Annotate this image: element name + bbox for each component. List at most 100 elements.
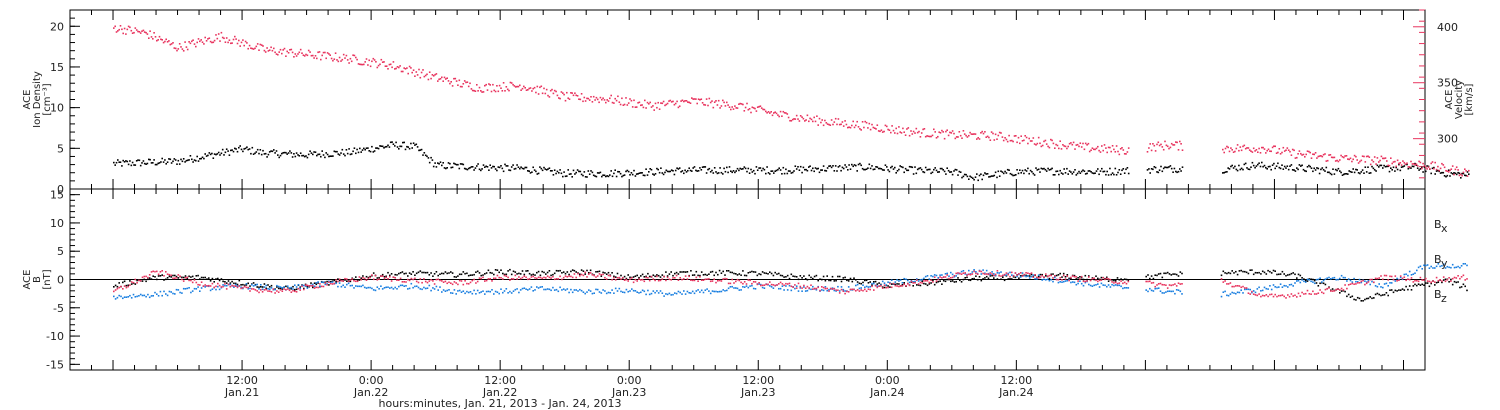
b-bx-point bbox=[1052, 273, 1054, 275]
velocity-point bbox=[242, 39, 244, 41]
b-by-point bbox=[1059, 281, 1061, 283]
density-point bbox=[385, 145, 388, 148]
velocity-point bbox=[403, 67, 405, 69]
density-point bbox=[514, 167, 517, 170]
b-by-point bbox=[191, 290, 194, 292]
velocity-point bbox=[1282, 146, 1285, 149]
b-by-point bbox=[982, 269, 984, 271]
velocity-point bbox=[791, 118, 794, 121]
velocity-point bbox=[1451, 165, 1454, 167]
b-bx-point bbox=[190, 276, 192, 278]
b-by-point bbox=[505, 288, 508, 290]
b-bx-point bbox=[1147, 274, 1149, 276]
density-point bbox=[661, 172, 664, 174]
b-bz-point bbox=[813, 287, 816, 290]
b-bx-point bbox=[729, 271, 732, 274]
b-by-point bbox=[319, 285, 321, 287]
b-bz-point bbox=[1267, 295, 1269, 298]
velocity-point bbox=[968, 134, 970, 137]
b-bz-point bbox=[184, 277, 187, 279]
density-point bbox=[1093, 172, 1095, 175]
velocity-point bbox=[1324, 153, 1326, 155]
b-by-point bbox=[996, 272, 999, 274]
b-bz-point bbox=[525, 276, 527, 279]
density-point bbox=[532, 166, 534, 169]
velocity-point bbox=[411, 71, 413, 74]
b-bz-point bbox=[650, 275, 653, 278]
b-bz-point bbox=[1163, 284, 1165, 286]
density-point bbox=[689, 169, 692, 172]
b-by-point bbox=[1441, 265, 1443, 267]
b-bx-point bbox=[260, 286, 262, 288]
velocity-point bbox=[281, 52, 283, 55]
velocity-point bbox=[623, 103, 626, 106]
b-bz-point bbox=[914, 282, 916, 284]
b-bz-point bbox=[458, 279, 461, 282]
density-point bbox=[966, 175, 969, 178]
density-point bbox=[1418, 169, 1420, 171]
b-bx-point bbox=[641, 273, 644, 276]
density-point bbox=[1426, 165, 1428, 167]
velocity-point bbox=[127, 25, 130, 28]
b-by-point bbox=[1152, 290, 1155, 292]
density-point bbox=[681, 170, 684, 172]
density-point bbox=[1383, 164, 1385, 167]
density-point bbox=[1422, 171, 1424, 173]
density-point bbox=[829, 165, 832, 167]
density-point bbox=[562, 175, 564, 178]
density-point bbox=[665, 169, 668, 172]
velocity-point bbox=[769, 112, 771, 114]
velocity-point bbox=[1293, 149, 1295, 152]
b-bz-point bbox=[562, 276, 565, 279]
b-bx-point bbox=[614, 276, 617, 278]
b-by-point bbox=[1016, 275, 1018, 278]
b-bx-point bbox=[1256, 272, 1259, 274]
b-bx-point bbox=[1319, 282, 1321, 285]
b-bx-point bbox=[941, 283, 943, 285]
b-by-point bbox=[396, 288, 398, 290]
b-by-point bbox=[1416, 269, 1418, 272]
density-point bbox=[1067, 173, 1069, 175]
b-bx-point bbox=[1061, 276, 1063, 278]
b-by-point bbox=[1405, 273, 1407, 275]
b-by-point bbox=[1100, 282, 1103, 285]
b-by-point bbox=[546, 288, 549, 290]
velocity-point bbox=[1161, 146, 1164, 148]
b-bz-point bbox=[546, 275, 549, 277]
density-point bbox=[477, 163, 479, 165]
density-point bbox=[646, 174, 649, 176]
b-bx-point bbox=[1028, 275, 1031, 277]
velocity-point bbox=[1466, 175, 1469, 177]
density-point bbox=[812, 167, 814, 170]
density-point bbox=[865, 168, 868, 170]
density-point bbox=[567, 169, 569, 171]
density-point bbox=[1289, 165, 1291, 167]
b-by-point bbox=[254, 284, 257, 287]
density-point bbox=[1150, 168, 1153, 170]
b-bx-point bbox=[1113, 279, 1115, 282]
y2-tick-label: 400 bbox=[1437, 21, 1458, 34]
b-bx-point bbox=[494, 269, 497, 271]
b-bz-point bbox=[1095, 279, 1097, 282]
velocity-point bbox=[630, 99, 633, 102]
velocity-point bbox=[1008, 134, 1010, 137]
b-bx-point bbox=[699, 274, 701, 277]
velocity-point bbox=[434, 73, 436, 76]
b-by-point bbox=[292, 288, 294, 290]
density-point bbox=[260, 153, 263, 156]
velocity-point bbox=[552, 92, 555, 95]
density-point bbox=[416, 146, 419, 148]
velocity-point bbox=[873, 127, 876, 129]
density-point bbox=[504, 163, 506, 166]
velocity-point bbox=[1037, 136, 1040, 139]
b-bz-point bbox=[528, 278, 531, 280]
density-point bbox=[264, 152, 267, 155]
density-point bbox=[215, 153, 217, 156]
velocity-point bbox=[1063, 145, 1065, 147]
b-bx-point bbox=[580, 269, 583, 271]
velocity-point bbox=[1045, 143, 1048, 145]
b-by-point bbox=[880, 284, 882, 286]
b-bz-point bbox=[344, 277, 346, 280]
b-bz-point bbox=[580, 273, 583, 276]
density-point bbox=[614, 169, 616, 171]
